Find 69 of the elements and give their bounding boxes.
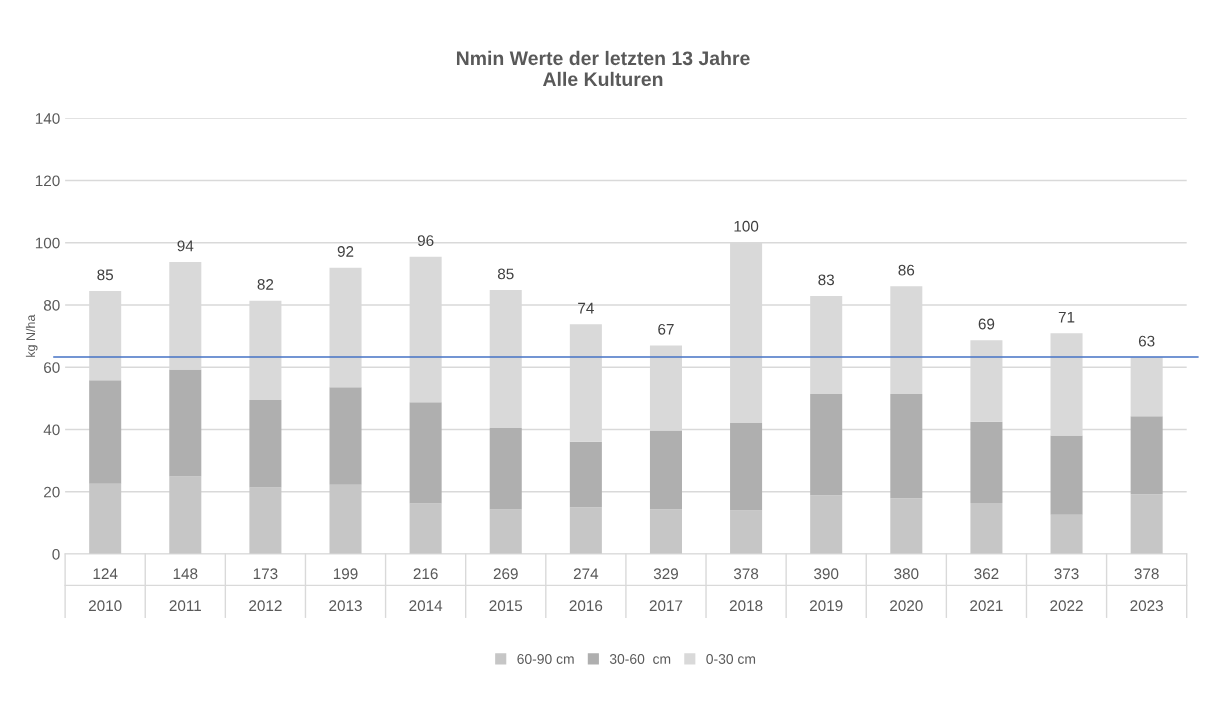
bar [569, 441, 602, 508]
y-tick-label: 0 [52, 548, 60, 560]
category-label: 148 2011 [169, 568, 201, 612]
bar [249, 399, 282, 488]
bar [810, 394, 843, 496]
chart-title: Nmin Werte der letzten 13 Jahre Alle Kulturen [456, 50, 750, 87]
total-label: 100 [734, 220, 759, 232]
y-tick-label: 80 [43, 299, 60, 311]
bar [169, 369, 202, 477]
bar [649, 509, 682, 555]
category-label: 274 2016 [569, 568, 603, 612]
legend-label: 0-30 cm [706, 654, 756, 664]
y-tick-label: 40 [43, 424, 60, 436]
bar [329, 484, 362, 555]
total-label: 92 [337, 246, 354, 257]
total-label: 94 [177, 240, 194, 252]
category-label: 378 2018 [729, 568, 763, 612]
category-label: 124 2010 [88, 568, 122, 612]
y-tick-label: 20 [44, 486, 60, 498]
y-tick-label: 140 [35, 113, 60, 124]
y-tick-label: 60 [44, 362, 60, 373]
bar [810, 495, 843, 555]
category-label: 329 2017 [649, 568, 683, 612]
bar [970, 421, 1003, 503]
bar [730, 423, 763, 511]
category-label: 373 2022 [1050, 568, 1083, 612]
legend-label: 30-60 cm [609, 654, 671, 664]
category-label: 380 2020 [890, 568, 923, 612]
bar [329, 387, 362, 485]
y-tick-label: 100 [35, 237, 60, 249]
bar [970, 503, 1003, 555]
total-label: 74 [578, 302, 594, 314]
bar [1050, 514, 1083, 555]
category-label: 378 2023 [1130, 568, 1163, 612]
category-label: 269 2015 [489, 568, 523, 612]
bar [489, 509, 522, 555]
bar [409, 402, 442, 504]
total-label: 83 [818, 274, 835, 286]
bar [1050, 435, 1083, 515]
bar [409, 503, 442, 555]
total-label: 69 [978, 318, 995, 330]
category-label: 199 2013 [329, 568, 362, 612]
bar [730, 510, 763, 555]
category-label: 362 2021 [970, 568, 1003, 612]
total-label: 85 [497, 268, 514, 280]
bar [890, 394, 923, 499]
legend-label: 60-90 cm [517, 654, 574, 664]
bar [1130, 416, 1163, 495]
total-label: 82 [257, 279, 274, 290]
bar [569, 507, 602, 555]
bar [1130, 494, 1163, 555]
bar [249, 487, 282, 555]
category-label: 390 2019 [809, 568, 843, 612]
bar [169, 476, 202, 555]
total-label: 67 [658, 323, 674, 335]
bar [649, 430, 682, 510]
bar [89, 483, 122, 555]
bar [89, 380, 122, 484]
y-axis-title: kg N/ha [25, 314, 38, 357]
category-label: 216 2014 [409, 568, 443, 612]
y-tick-label: 120 [35, 175, 60, 187]
bar [890, 498, 923, 555]
bar [489, 427, 522, 510]
category-label: 173 2012 [249, 568, 282, 612]
total-label: 96 [417, 235, 434, 246]
total-label: 86 [898, 264, 915, 276]
total-label: 85 [97, 269, 114, 281]
total-label: 63 [1138, 335, 1155, 347]
total-label: 71 [1058, 311, 1075, 323]
